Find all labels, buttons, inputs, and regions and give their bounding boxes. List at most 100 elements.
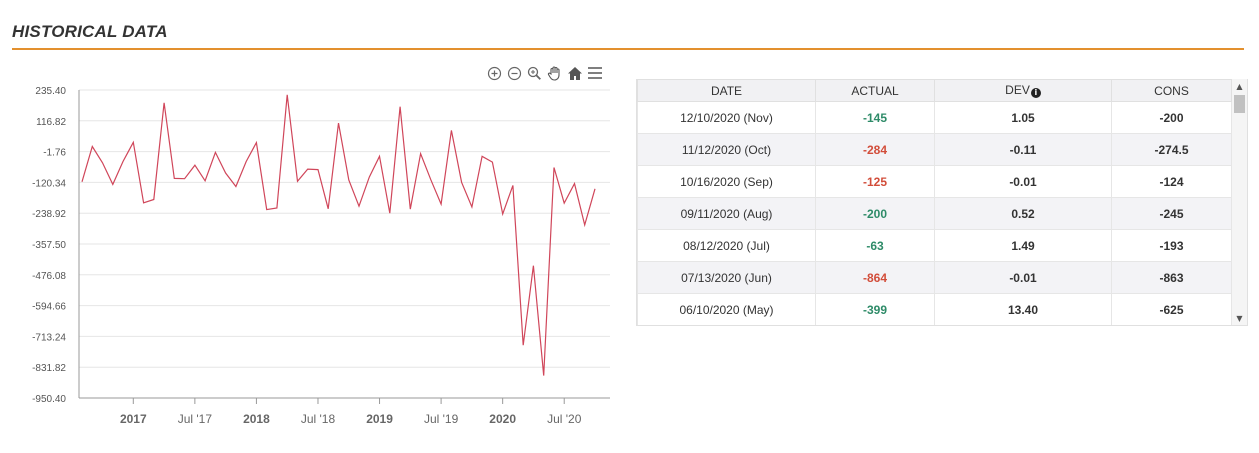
data-point[interactable] — [397, 104, 403, 110]
data-point[interactable] — [418, 151, 424, 157]
data-point[interactable] — [561, 200, 567, 206]
data-point[interactable] — [530, 263, 536, 269]
menu-icon[interactable] — [586, 65, 603, 82]
data-point[interactable] — [541, 373, 547, 379]
data-point[interactable] — [110, 181, 116, 187]
data-point[interactable] — [295, 178, 301, 184]
pan-hand-icon[interactable] — [546, 65, 563, 82]
data-point[interactable] — [100, 160, 106, 166]
data-point[interactable] — [161, 100, 167, 106]
data-point[interactable] — [202, 178, 208, 184]
data-point[interactable] — [428, 177, 434, 183]
cell-cons: -193 — [1111, 229, 1232, 262]
x-tick-label: 2017 — [120, 412, 147, 426]
data-point[interactable] — [489, 159, 495, 165]
y-tick-label: 116.82 — [36, 117, 66, 128]
data-point[interactable] — [305, 166, 311, 172]
home-icon[interactable] — [566, 65, 583, 82]
column-header-actual[interactable]: ACTUAL — [815, 79, 935, 102]
data-point[interactable] — [551, 165, 557, 171]
column-header-dev[interactable]: DEV i — [934, 79, 1112, 102]
data-point[interactable] — [346, 177, 352, 183]
cell-cons: -863 — [1111, 261, 1232, 294]
data-point[interactable] — [233, 184, 239, 190]
data-point[interactable] — [520, 342, 526, 348]
data-point[interactable] — [89, 144, 95, 150]
x-tick-label: Jul '17 — [178, 412, 213, 426]
x-tick-label: 2020 — [489, 412, 516, 426]
data-point[interactable] — [592, 186, 598, 192]
x-tick-label: 2019 — [366, 412, 393, 426]
cell-cons: -200 — [1111, 101, 1232, 134]
historical-table-panel: DATE ACTUAL DEV i CONS 12/10/2020 (Nov) -1… — [636, 79, 1248, 326]
data-point[interactable] — [171, 175, 177, 181]
section-header: HISTORICAL DATA — [12, 20, 1244, 50]
data-point[interactable] — [459, 179, 465, 185]
table-row: 06/10/2020 (May) -399 13.40 -625 — [637, 293, 1232, 325]
cell-dev: 13.40 — [934, 293, 1112, 325]
magnify-icon[interactable] — [526, 65, 543, 82]
data-point[interactable] — [377, 153, 383, 159]
scroll-down-arrow-icon[interactable]: ▼ — [1236, 313, 1243, 323]
scroll-thumb[interactable] — [1234, 95, 1245, 113]
cell-actual: -125 — [815, 165, 935, 198]
cell-dev: 0.52 — [934, 197, 1112, 230]
data-point[interactable] — [130, 139, 136, 145]
table-scrollbar[interactable]: ▲ ▼ — [1232, 79, 1247, 325]
cell-cons: -274.5 — [1111, 133, 1232, 166]
data-point[interactable] — [192, 162, 198, 168]
data-point[interactable] — [407, 206, 413, 212]
data-point[interactable] — [479, 153, 485, 159]
historical-table: DATE ACTUAL DEV i CONS 12/10/2020 (Nov) -1… — [637, 79, 1232, 327]
data-point[interactable] — [79, 179, 85, 185]
data-point[interactable] — [212, 149, 218, 155]
cell-date: 11/12/2020 (Oct) — [637, 133, 816, 166]
info-icon[interactable]: i — [1030, 88, 1041, 98]
cell-actual: -145 — [815, 101, 935, 134]
data-point[interactable] — [500, 211, 506, 217]
series-line — [81, 94, 596, 376]
cell-cons: -124 — [1111, 165, 1232, 198]
cell-actual: -284 — [815, 133, 935, 166]
data-point[interactable] — [315, 167, 321, 173]
data-point[interactable] — [141, 200, 147, 206]
column-header-date[interactable]: DATE — [637, 79, 816, 102]
y-tick-label: -357.50 — [32, 240, 66, 251]
data-point[interactable] — [572, 181, 578, 187]
data-point[interactable] — [120, 159, 126, 165]
data-point[interactable] — [274, 205, 280, 211]
line-chart: 235.40 116.82 -1.76 -120.34 -238.92 -357.50 -4… — [0, 80, 620, 440]
cell-actual: -864 — [815, 261, 935, 294]
data-point[interactable] — [387, 210, 393, 216]
data-point[interactable] — [448, 127, 454, 133]
data-point[interactable] — [336, 120, 342, 126]
data-point[interactable] — [253, 140, 259, 146]
data-point[interactable] — [264, 207, 270, 213]
table-row — [638, 326, 1232, 327]
data-point[interactable] — [243, 159, 249, 165]
cell-date — [638, 326, 816, 327]
data-point[interactable] — [182, 176, 188, 182]
data-point[interactable] — [438, 201, 444, 207]
cell-dev: 1.49 — [934, 229, 1112, 262]
x-tick-label: Jul '20 — [547, 412, 582, 426]
cell-date: 10/16/2020 (Sep) — [637, 165, 816, 198]
zoom-in-icon[interactable] — [486, 65, 503, 82]
scroll-up-arrow-icon[interactable]: ▲ — [1236, 81, 1243, 91]
chart-svg: 235.40 116.82 -1.76 -120.34 -238.92 -357.50 -4… — [32, 86, 610, 426]
zoom-out-icon[interactable] — [506, 65, 523, 82]
data-point[interactable] — [469, 204, 475, 210]
y-tick-label: -476.08 — [32, 271, 66, 282]
cell-date: 09/11/2020 (Aug) — [637, 197, 816, 230]
column-header-cons[interactable]: CONS — [1111, 79, 1232, 102]
data-point[interactable] — [284, 92, 290, 98]
y-tick-label: -120.34 — [32, 178, 66, 189]
data-point[interactable] — [366, 174, 372, 180]
data-point[interactable] — [223, 170, 229, 176]
cell-actual: -200 — [815, 197, 935, 230]
data-point[interactable] — [510, 182, 516, 188]
data-point[interactable] — [325, 206, 331, 212]
data-point[interactable] — [356, 203, 362, 209]
data-point[interactable] — [151, 197, 157, 203]
data-point[interactable] — [582, 222, 588, 228]
